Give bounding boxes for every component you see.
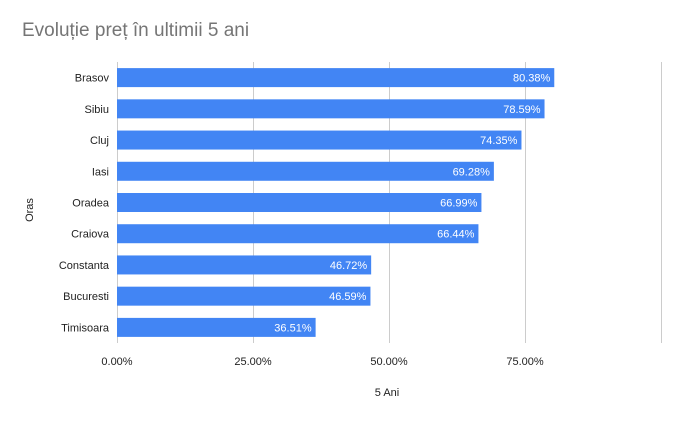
data-label-iasi: 69.28% (453, 166, 491, 178)
bar-oradea (117, 193, 482, 212)
category-label-iasi: Iasi (92, 166, 109, 178)
y-axis-title: Oras (24, 198, 36, 222)
data-label-oradea: 66.99% (440, 198, 478, 210)
bar-brasov (117, 68, 555, 88)
x-tick-label: 0.00% (101, 356, 132, 368)
bar-timisoara (117, 317, 316, 337)
bar-bucuresti (117, 286, 371, 306)
chart-title: Evoluție preț în ultimii 5 ani (22, 20, 250, 41)
bar-craiova (117, 224, 479, 244)
data-label-constanta: 46.72% (330, 260, 368, 272)
bar-cluj (117, 130, 522, 150)
bars (117, 68, 555, 337)
x-axis-title: 5 Ani (375, 387, 399, 399)
category-label-brasov: Brasov (75, 73, 110, 85)
data-labels: 80.38% 78.59% 74.35% 69.28% 66.99% 66.44% 46.7… (274, 73, 550, 335)
category-label-craiova: Craiova (71, 229, 110, 241)
x-tick-label: 25.00% (234, 356, 272, 368)
bar-sibiu (117, 99, 545, 119)
data-label-brasov: 80.38% (513, 73, 551, 85)
data-label-bucuresti: 46.59% (329, 291, 367, 303)
data-label-cluj: 74.35% (480, 135, 518, 147)
data-label-sibiu: 78.59% (503, 104, 541, 116)
category-label-oradea: Oradea (72, 198, 110, 210)
data-label-craiova: 66.44% (437, 229, 475, 241)
x-tick-label: 50.00% (370, 356, 408, 368)
bar-constanta (117, 255, 372, 275)
category-label-timisoara: Timisoara (61, 322, 110, 334)
x-tick-labels: 0.00% 25.00% 50.00% 75.00% (101, 356, 543, 368)
category-label-constanta: Constanta (59, 260, 110, 272)
category-labels: Brasov Sibiu Cluj Iasi Oradea Craiova Constant… (59, 73, 110, 335)
data-label-timisoara: 36.51% (274, 322, 312, 334)
category-label-sibiu: Sibiu (85, 104, 109, 116)
category-label-cluj: Cluj (90, 135, 109, 147)
category-label-bucuresti: Bucuresti (63, 291, 109, 303)
bar-iasi (117, 161, 494, 181)
x-tick-label: 75.00% (506, 356, 544, 368)
